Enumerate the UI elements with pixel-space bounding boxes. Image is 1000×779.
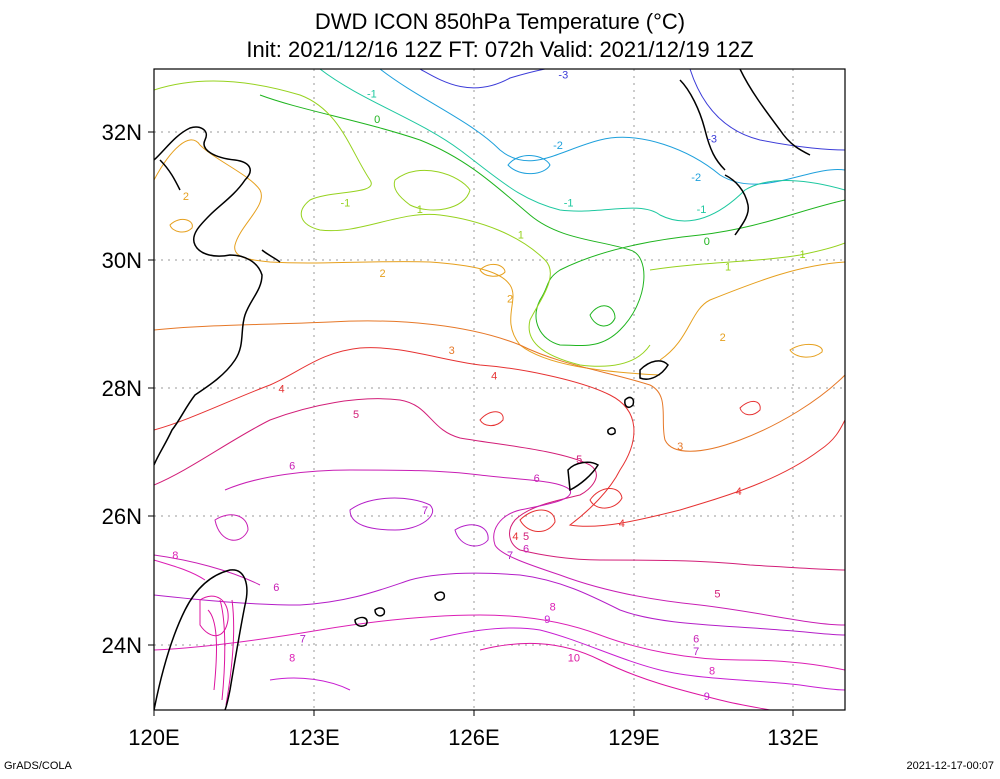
contour-label: 1 xyxy=(518,230,524,242)
contour-label: -1 xyxy=(564,198,574,210)
tick-marks xyxy=(148,131,794,716)
contour-10 xyxy=(199,595,771,710)
contour-label: 8 xyxy=(709,665,715,677)
contour-label: 4 xyxy=(736,486,742,498)
contour-8 xyxy=(154,559,845,671)
latitude-tick-labels: 32N 30N 28N 26N 24N xyxy=(102,120,142,658)
contour-label: 7 xyxy=(693,646,699,658)
contour-label: -2 xyxy=(553,140,563,152)
longitude-tick-labels: 120E 123E 126E 129E 132E xyxy=(128,725,818,750)
contour-label: 6 xyxy=(289,460,295,472)
contour-labels: -3-3-2-2-1-1-100-11111222233444445555666… xyxy=(172,69,805,703)
contour-label: 2 xyxy=(183,191,189,203)
map-title: DWD ICON 850hPa Temperature (°C) xyxy=(314,9,686,34)
contour-label: 4 xyxy=(491,371,497,383)
map-subtitle: Init: 2021/12/16 12Z FT: 072h Valid: 202… xyxy=(246,37,754,62)
plot-frame xyxy=(153,68,846,711)
contour-label: -2 xyxy=(691,172,701,184)
contour-label: 0 xyxy=(374,114,380,126)
contour-label: 9 xyxy=(544,614,550,626)
footer-credit: GrADS/COLA xyxy=(4,760,72,772)
contour-9 xyxy=(269,627,845,691)
lat-tick-24n: 24N xyxy=(102,633,142,658)
lat-tick-26n: 26N xyxy=(102,504,142,529)
contour-label: -1 xyxy=(341,198,351,210)
contour-label: 4 xyxy=(512,531,518,543)
contour-label: 1 xyxy=(799,249,805,261)
contour-label: 0 xyxy=(704,236,710,248)
contour-7 xyxy=(154,497,845,636)
contour-label: 4 xyxy=(279,383,285,395)
contour-label: 6 xyxy=(534,473,540,485)
contour-label: 5 xyxy=(714,589,720,601)
footer-timestamp: 2021-12-17-00:07 xyxy=(906,760,994,772)
contour-label: 3 xyxy=(449,345,455,357)
contour-minus2 xyxy=(379,69,845,185)
lon-tick-123e: 123E xyxy=(288,725,339,750)
grid-lines xyxy=(154,69,845,710)
contour-label: 1 xyxy=(417,204,423,216)
contour-label: 8 xyxy=(550,601,556,613)
lon-tick-132e: 132E xyxy=(767,725,818,750)
lat-tick-28n: 28N xyxy=(102,376,142,401)
lon-tick-126e: 126E xyxy=(448,725,499,750)
contour-label: 10 xyxy=(568,653,580,665)
contour-label: 4 xyxy=(619,518,625,530)
lon-tick-120e: 120E xyxy=(128,725,179,750)
contour-label: 7 xyxy=(422,505,428,517)
contour-label: 6 xyxy=(693,633,699,645)
contour-0 xyxy=(259,94,845,347)
contour-label: 1 xyxy=(725,262,731,274)
contour-2 xyxy=(154,139,845,376)
contour-label: -3 xyxy=(558,69,568,81)
contour-label: 6 xyxy=(273,582,279,594)
contour-label: 5 xyxy=(523,531,529,543)
contour-label: -3 xyxy=(707,133,717,145)
contour-label: -1 xyxy=(697,204,707,216)
contour-label: 8 xyxy=(289,653,295,665)
contour-label: 9 xyxy=(704,691,710,703)
contour-label: 7 xyxy=(300,633,306,645)
contour-label: -1 xyxy=(367,89,377,101)
contour-label: 3 xyxy=(677,441,683,453)
lat-tick-32n: 32N xyxy=(102,120,142,145)
contour-3 xyxy=(154,320,845,452)
contour-6 xyxy=(154,469,845,626)
contour-label: 8 xyxy=(172,550,178,562)
contour-label: 2 xyxy=(720,332,726,344)
contour-label: 5 xyxy=(576,454,582,466)
contour-label: 6 xyxy=(523,544,529,556)
contour-1 xyxy=(154,80,845,367)
contour-5 xyxy=(154,398,845,571)
coastline xyxy=(154,69,811,710)
lat-tick-30n: 30N xyxy=(102,248,142,273)
contour-label: 7 xyxy=(507,550,513,562)
contour-minus3 xyxy=(419,69,845,151)
lon-tick-129e: 129E xyxy=(608,725,659,750)
contour-label: 2 xyxy=(507,294,513,306)
contour-label: 5 xyxy=(353,409,359,421)
contour-4 xyxy=(154,347,845,532)
contour-minus1 xyxy=(319,69,845,222)
contour-label: 2 xyxy=(380,268,386,280)
